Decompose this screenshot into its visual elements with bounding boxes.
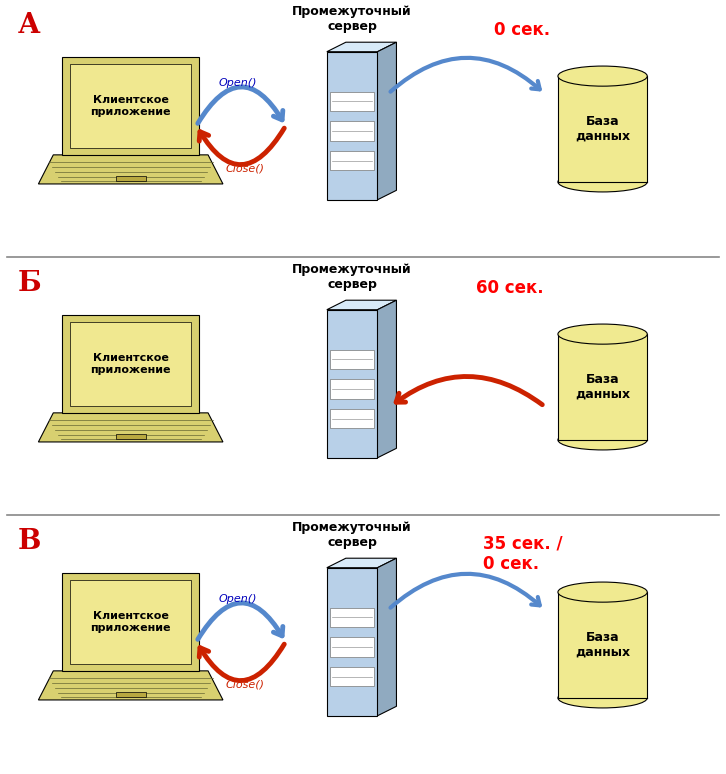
Text: Close(): Close() bbox=[225, 164, 264, 174]
Ellipse shape bbox=[558, 172, 648, 192]
Text: База
данных: База данных bbox=[575, 373, 630, 401]
Point bbox=[68, 253, 76, 262]
Polygon shape bbox=[378, 558, 396, 716]
Text: Б: Б bbox=[18, 269, 42, 296]
Bar bbox=[558, 76, 648, 182]
Text: Open(): Open() bbox=[218, 77, 257, 87]
Bar bbox=[70, 580, 192, 664]
Text: В: В bbox=[18, 528, 41, 555]
FancyArrowPatch shape bbox=[396, 376, 542, 405]
Text: Промежуточный
сервер: Промежуточный сервер bbox=[293, 263, 412, 291]
Bar bbox=[330, 151, 374, 170]
FancyArrowPatch shape bbox=[391, 574, 539, 608]
Bar bbox=[327, 52, 378, 200]
Bar bbox=[70, 322, 192, 406]
Bar bbox=[330, 91, 374, 111]
Text: Open(): Open() bbox=[218, 594, 257, 604]
Bar bbox=[327, 310, 378, 458]
Bar bbox=[70, 64, 192, 148]
Polygon shape bbox=[327, 300, 396, 310]
Point bbox=[0, 253, 5, 262]
Polygon shape bbox=[378, 43, 396, 200]
Text: Клиентское
приложение: Клиентское приложение bbox=[91, 353, 171, 375]
Bar bbox=[330, 379, 374, 399]
Ellipse shape bbox=[558, 582, 648, 602]
Point bbox=[0, 511, 5, 520]
Text: База
данных: База данных bbox=[575, 631, 630, 659]
Text: Клиентское
приложение: Клиентское приложение bbox=[91, 611, 171, 632]
Text: База
данных: База данных bbox=[575, 115, 630, 143]
Bar bbox=[116, 176, 146, 181]
Point bbox=[68, 511, 76, 520]
Bar bbox=[62, 57, 199, 155]
Bar bbox=[330, 637, 374, 656]
Ellipse shape bbox=[558, 324, 648, 344]
Bar bbox=[116, 434, 146, 440]
Text: А: А bbox=[18, 12, 41, 39]
Text: 60 сек.: 60 сек. bbox=[476, 279, 543, 296]
Bar bbox=[327, 568, 378, 716]
Bar bbox=[558, 592, 648, 698]
Text: Клиентское
приложение: Клиентское приложение bbox=[91, 95, 171, 117]
FancyArrowPatch shape bbox=[199, 644, 285, 680]
Bar bbox=[330, 350, 374, 369]
Bar bbox=[116, 692, 146, 697]
Bar bbox=[330, 667, 374, 687]
FancyArrowPatch shape bbox=[197, 603, 283, 639]
Text: Промежуточный
сервер: Промежуточный сервер bbox=[293, 521, 412, 550]
FancyArrowPatch shape bbox=[199, 128, 285, 165]
FancyArrowPatch shape bbox=[197, 87, 283, 123]
Bar bbox=[330, 409, 374, 428]
Polygon shape bbox=[327, 558, 396, 568]
Ellipse shape bbox=[558, 66, 648, 86]
Text: Промежуточный
сервер: Промежуточный сервер bbox=[293, 5, 412, 33]
Bar bbox=[558, 334, 648, 440]
Ellipse shape bbox=[558, 688, 648, 708]
Bar bbox=[62, 315, 199, 413]
Text: 0 сек.: 0 сек. bbox=[494, 21, 550, 39]
Ellipse shape bbox=[558, 430, 648, 450]
Bar bbox=[62, 573, 199, 671]
FancyArrowPatch shape bbox=[391, 58, 539, 91]
Text: Close(): Close() bbox=[225, 680, 264, 690]
Polygon shape bbox=[378, 300, 396, 458]
Polygon shape bbox=[38, 413, 223, 442]
Bar bbox=[330, 122, 374, 141]
Polygon shape bbox=[38, 671, 223, 700]
Polygon shape bbox=[38, 155, 223, 184]
Bar bbox=[330, 608, 374, 627]
Text: 35 сек. /
0 сек.: 35 сек. / 0 сек. bbox=[483, 534, 563, 573]
Polygon shape bbox=[327, 43, 396, 52]
